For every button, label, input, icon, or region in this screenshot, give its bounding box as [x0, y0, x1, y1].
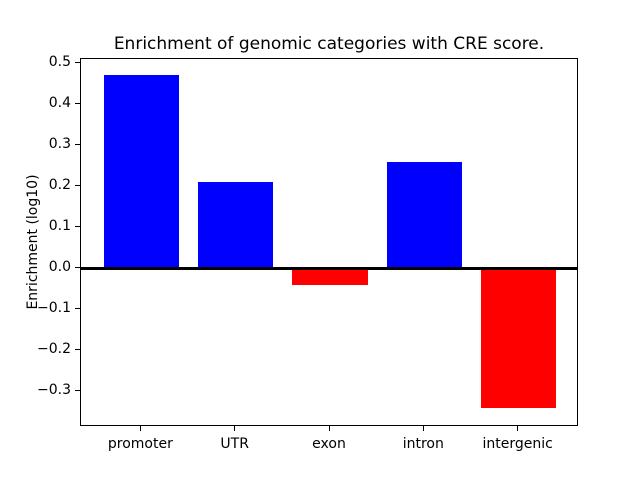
bar-exon: [292, 268, 368, 285]
y-tick-mark: [75, 266, 80, 268]
x-tick-label-intron: intron: [402, 436, 444, 452]
y-tick-label: 0.0: [48, 259, 71, 276]
y-tick-mark: [75, 307, 80, 309]
bar-intron: [386, 161, 463, 269]
y-tick-label: −0.3: [37, 382, 71, 399]
x-tick-label-promoter: promoter: [107, 436, 173, 452]
x-tick-label-UTR: UTR: [220, 436, 249, 452]
y-tick-mark: [75, 61, 80, 63]
x-tick-label-intergenic: intergenic: [482, 436, 553, 452]
y-tick-mark: [75, 348, 80, 350]
x-tick-mark: [234, 426, 236, 431]
zero-line: [81, 266, 577, 270]
y-tick-mark: [75, 143, 80, 145]
y-tick-mark: [75, 225, 80, 227]
bar-intergenic: [480, 268, 557, 408]
bar-UTR: [197, 182, 274, 269]
bar-promoter: [103, 75, 180, 269]
y-tick-label: −0.2: [37, 341, 71, 358]
y-tick-mark: [75, 389, 80, 391]
x-tick-mark: [422, 426, 424, 431]
x-tick-mark: [139, 426, 141, 431]
x-tick-mark: [517, 426, 519, 431]
plot-area: [80, 58, 578, 426]
x-tick-label-exon: exon: [312, 436, 346, 452]
y-tick-mark: [75, 184, 80, 186]
y-axis-label: Enrichment (log10): [25, 174, 41, 310]
y-tick-label: 0.2: [48, 177, 71, 194]
y-tick-label: 0.5: [48, 54, 71, 71]
x-tick-mark: [328, 426, 330, 431]
y-tick-label: 0.1: [48, 218, 71, 235]
chart-title: Enrichment of genomic categories with CR…: [113, 34, 545, 54]
y-tick-label: −0.1: [37, 300, 71, 317]
y-tick-label: 0.3: [48, 136, 71, 153]
y-tick-label: 0.4: [48, 95, 71, 112]
y-tick-mark: [75, 102, 80, 104]
